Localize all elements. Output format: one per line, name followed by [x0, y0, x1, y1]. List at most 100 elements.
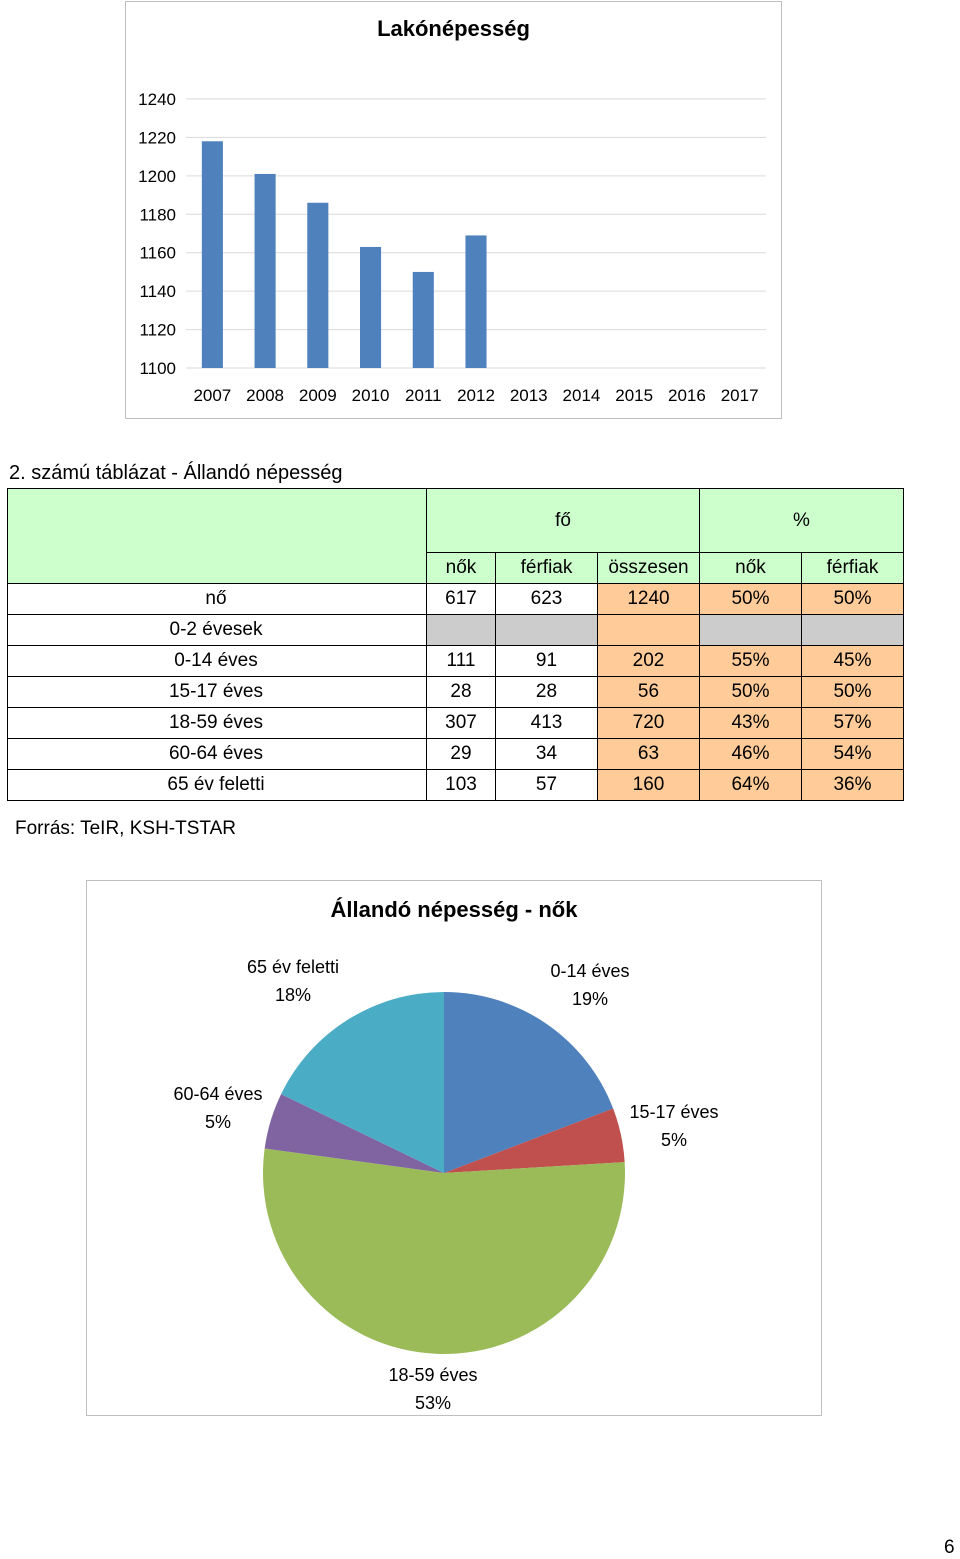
table-row: 0-2 évesek	[7, 614, 904, 646]
group-header-fo: fő	[426, 488, 700, 553]
table-cell: 56	[597, 676, 700, 708]
table-cell: 57	[495, 769, 598, 801]
table-cell: 34	[495, 738, 598, 770]
y-tick-label: 1140	[139, 282, 176, 301]
table-cell: 46%	[699, 738, 802, 770]
row-label: 60-64 éves	[7, 738, 427, 770]
table-cell: 103	[426, 769, 496, 801]
table-cell	[495, 614, 598, 646]
table-cell: 28	[495, 676, 598, 708]
bar	[360, 246, 382, 368]
row-label: nő	[7, 583, 427, 615]
table-cell: 28	[426, 676, 496, 708]
pie-label: 60-64 éves	[173, 1084, 262, 1104]
y-tick-label: 1160	[139, 244, 176, 263]
table-cell: 91	[495, 645, 598, 677]
pie-slice	[281, 992, 444, 1173]
table-body: nő 617 623 1240 50% 50% 0-2 évesek 0-14 éves 111…	[7, 583, 904, 801]
table-cell: 50%	[699, 583, 802, 615]
bar-chart-title: Lakónépesség	[377, 16, 530, 41]
table-cell: 307	[426, 707, 496, 739]
x-tick-label: 2008	[246, 386, 284, 405]
pie-percent-label: 53%	[415, 1393, 451, 1413]
pie-slice	[444, 992, 614, 1173]
group-header-percent: %	[699, 488, 904, 553]
row-label: 65 év feletti	[7, 769, 427, 801]
column-header: férfiak	[801, 552, 904, 584]
table-cell: 617	[426, 583, 496, 615]
pie-chart-title: Állandó népesség - nők	[330, 897, 578, 922]
x-tick-label: 2012	[457, 386, 495, 405]
column-header: férfiak	[495, 552, 598, 584]
table-cell: 64%	[699, 769, 802, 801]
table-cell: 54%	[801, 738, 904, 770]
table-row: 18-59 éves 307 413 720 43% 57%	[7, 707, 904, 739]
table-corner-cell	[7, 488, 427, 584]
pie-label: 65 év feletti	[247, 957, 339, 977]
table-cell: 50%	[801, 676, 904, 708]
x-tick-label: 2009	[299, 386, 337, 405]
bar	[254, 173, 276, 368]
table-row: 65 év feletti 103 57 160 64% 36%	[7, 769, 904, 801]
pie-chart-plot: 0-14 éves 19% 15-17 éves 5% 18-59 éves 53% 60-…	[173, 957, 718, 1413]
table-cell: 50%	[699, 676, 802, 708]
table-cell: 202	[597, 645, 700, 677]
table-cell: 45%	[801, 645, 904, 677]
pie-slice	[263, 1148, 625, 1355]
x-tick-label: 2011	[405, 386, 442, 405]
y-tick-label: 1100	[139, 359, 176, 378]
y-tick-label: 1240	[138, 90, 176, 109]
table-cell	[801, 614, 904, 646]
x-tick-label: 2017	[721, 386, 759, 405]
column-header-row: nők férfiak összesen nők férfiak	[8, 552, 904, 584]
pie-percent-label: 5%	[661, 1130, 687, 1150]
table-cell	[426, 614, 496, 646]
column-header: nők	[699, 552, 802, 584]
pie-percent-label: 19%	[572, 989, 608, 1009]
female-population-pie-chart: Állandó népesség - nők 0-14 éves 19% 15-17…	[86, 880, 822, 1416]
table-cell: 720	[597, 707, 700, 739]
table-cell: 57%	[801, 707, 904, 739]
y-tick-label: 1220	[138, 128, 176, 147]
row-label: 0-14 éves	[7, 645, 427, 677]
table-row: 60-64 éves 29 34 63 46% 54%	[7, 738, 904, 770]
table-cell	[699, 614, 802, 646]
y-tick-label: 1200	[138, 167, 176, 186]
bar	[465, 235, 487, 368]
x-tick-label: 2007	[193, 386, 231, 405]
table-row: nő 617 623 1240 50% 50%	[7, 583, 904, 615]
table-cell	[597, 614, 700, 646]
pie-label: 18-59 éves	[388, 1365, 477, 1385]
x-tick-label: 2016	[668, 386, 706, 405]
bar-chart-plot: 1100 1120 1140 1160 1180 1200 1220 1240 2007 2008…	[138, 90, 766, 405]
table-cell: 63	[597, 738, 700, 770]
table-cell: 111	[426, 645, 496, 677]
table-caption: 2. számú táblázat - Állandó népesség	[9, 462, 343, 484]
table-source: Forrás: TeIR, KSH-TSTAR	[15, 818, 236, 839]
x-tick-label: 2013	[510, 386, 548, 405]
table-cell: 623	[495, 583, 598, 615]
row-label: 18-59 éves	[7, 707, 427, 739]
table-cell: 43%	[699, 707, 802, 739]
pie-percent-label: 5%	[205, 1112, 231, 1132]
bar	[201, 141, 223, 368]
bar	[412, 271, 434, 368]
table-cell: 55%	[699, 645, 802, 677]
table-cell: 36%	[801, 769, 904, 801]
population-table: fő % nők férfiak összesen nők férfiak nő 617 6…	[7, 488, 904, 801]
pie-slice	[264, 1094, 444, 1173]
table-cell: 50%	[801, 583, 904, 615]
row-label: 0-2 évesek	[7, 614, 427, 646]
pie-label: 15-17 éves	[629, 1102, 718, 1122]
x-tick-label: 2010	[352, 386, 390, 405]
y-tick-label: 1180	[139, 205, 176, 224]
x-tick-label: 2014	[563, 386, 601, 405]
population-bar-chart: Lakónépesség 1100 1120 1140 1160 1180 1200 122…	[125, 1, 782, 419]
table-cell: 1240	[597, 583, 700, 615]
table-row: 15-17 éves 28 28 56 50% 50%	[7, 676, 904, 708]
pie-percent-label: 18%	[275, 985, 311, 1005]
table-cell: 160	[597, 769, 700, 801]
pie-label: 0-14 éves	[550, 961, 629, 981]
y-tick-label: 1120	[139, 321, 176, 340]
table-row: 0-14 éves 111 91 202 55% 45%	[7, 645, 904, 677]
